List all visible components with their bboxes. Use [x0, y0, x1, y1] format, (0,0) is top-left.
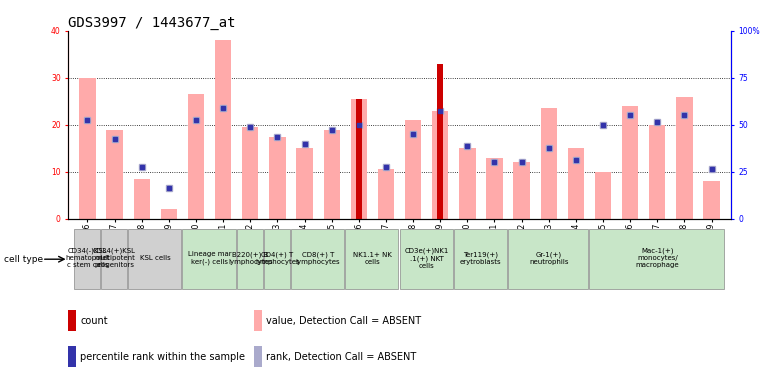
Text: percentile rank within the sample: percentile rank within the sample: [81, 353, 245, 362]
Bar: [134, 179, 150, 219]
Bar: [568, 148, 584, 219]
Bar: [297, 148, 313, 219]
Text: B220(+) B
lymphocytes: B220(+) B lymphocytes: [228, 252, 272, 265]
Bar: [405, 120, 422, 219]
Bar: [161, 210, 177, 219]
Bar: [514, 162, 530, 219]
Text: Lineage mar
ker(-) cells: Lineage mar ker(-) cells: [188, 252, 231, 265]
Text: GDS3997 / 1443677_at: GDS3997 / 1443677_at: [68, 16, 236, 30]
FancyBboxPatch shape: [183, 229, 236, 289]
Bar: [323, 129, 340, 219]
Bar: [486, 158, 502, 219]
Text: CD34(-)KSL
hematopoiet
c stem cells: CD34(-)KSL hematopoiet c stem cells: [65, 248, 110, 268]
Text: count: count: [81, 316, 108, 326]
Text: CD8(+) T
lymphocytes: CD8(+) T lymphocytes: [296, 252, 340, 265]
Bar: [432, 111, 448, 219]
FancyBboxPatch shape: [264, 229, 290, 289]
Bar: [703, 181, 720, 219]
Text: CD34(+)KSL
multipotent
progenitors: CD34(+)KSL multipotent progenitors: [93, 248, 136, 268]
Bar: [254, 346, 262, 367]
FancyBboxPatch shape: [128, 229, 181, 289]
Text: CD4(+) T
lymphocytes: CD4(+) T lymphocytes: [255, 252, 300, 265]
Bar: [677, 97, 693, 219]
Text: Ter119(+)
erytroblasts: Ter119(+) erytroblasts: [460, 252, 501, 265]
Bar: [79, 78, 96, 219]
Bar: [188, 94, 204, 219]
Text: Gr-1(+)
neutrophils: Gr-1(+) neutrophils: [529, 252, 568, 265]
FancyBboxPatch shape: [508, 229, 588, 289]
Bar: [356, 99, 361, 219]
Bar: [269, 137, 285, 219]
Bar: [622, 106, 638, 219]
FancyBboxPatch shape: [590, 229, 724, 289]
Bar: [68, 346, 76, 367]
Bar: [649, 125, 665, 219]
Bar: [68, 310, 76, 331]
Text: CD3e(+)NK1
.1(+) NKT
cells: CD3e(+)NK1 .1(+) NKT cells: [405, 248, 449, 269]
FancyBboxPatch shape: [345, 229, 399, 289]
Bar: [215, 40, 231, 219]
FancyBboxPatch shape: [237, 229, 263, 289]
FancyBboxPatch shape: [291, 229, 344, 289]
FancyBboxPatch shape: [454, 229, 507, 289]
FancyBboxPatch shape: [400, 229, 453, 289]
Bar: [377, 169, 394, 219]
FancyBboxPatch shape: [74, 229, 100, 289]
Bar: [254, 310, 262, 331]
Text: Mac-1(+)
monocytes/
macrophage: Mac-1(+) monocytes/ macrophage: [635, 248, 679, 268]
Bar: [595, 172, 611, 219]
Bar: [351, 99, 367, 219]
FancyBboxPatch shape: [101, 229, 127, 289]
Text: NK1.1+ NK
cells: NK1.1+ NK cells: [353, 252, 392, 265]
Text: cell type: cell type: [4, 255, 43, 264]
Bar: [540, 108, 557, 219]
Text: value, Detection Call = ABSENT: value, Detection Call = ABSENT: [266, 316, 421, 326]
Bar: [459, 148, 476, 219]
Bar: [242, 127, 259, 219]
Bar: [438, 64, 443, 219]
Text: KSL cells: KSL cells: [140, 255, 170, 261]
Text: rank, Detection Call = ABSENT: rank, Detection Call = ABSENT: [266, 353, 416, 362]
Bar: [107, 129, 123, 219]
